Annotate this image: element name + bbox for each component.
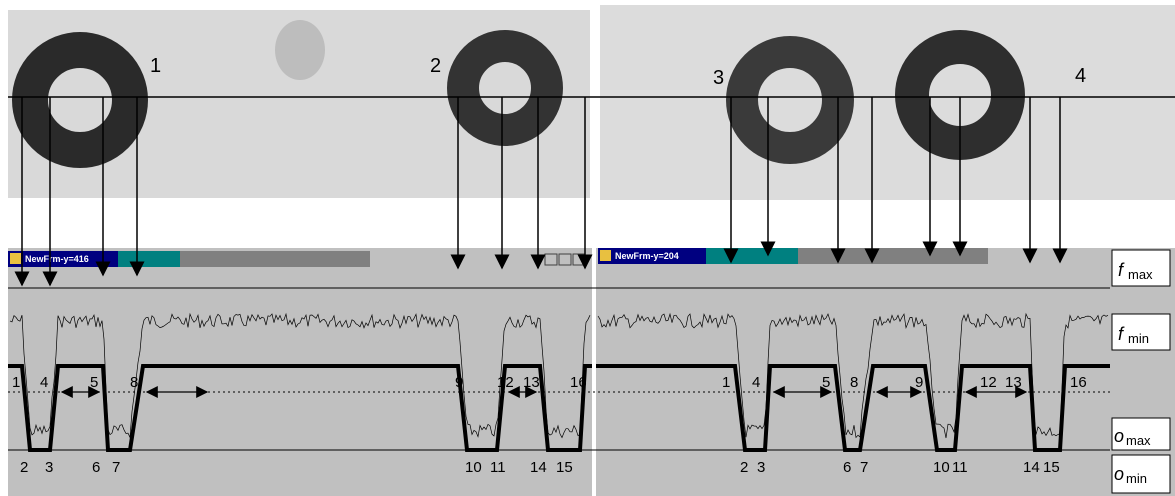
level-sub: min <box>1126 471 1147 486</box>
window-icon <box>10 253 21 264</box>
point-label: 1 <box>722 374 730 391</box>
window-button[interactable] <box>544 253 558 266</box>
window-icon <box>600 250 611 261</box>
level-symbol: f <box>1118 260 1125 280</box>
level-box <box>1111 249 1171 287</box>
point-label: 1 <box>12 374 20 391</box>
title-bar <box>118 251 180 267</box>
point-label: 3 <box>45 459 53 476</box>
level-sub: max <box>1128 267 1153 282</box>
ring <box>447 30 563 146</box>
ring-label: 3 <box>713 67 724 89</box>
title-bar <box>598 248 706 264</box>
level-box <box>1111 454 1171 494</box>
level-box <box>1111 313 1171 351</box>
window-title: NewFrm-y=416 <box>25 254 89 264</box>
point-label: 11 <box>490 459 506 476</box>
point-label: 5 <box>90 374 98 391</box>
point-label: 5 <box>822 374 830 391</box>
point-label: 2 <box>20 459 28 476</box>
point-label: 16 <box>1070 374 1087 391</box>
point-label: 4 <box>40 374 48 391</box>
point-label: 8 <box>850 374 858 391</box>
point-label: 3 <box>757 459 765 476</box>
debris <box>275 20 325 80</box>
window-button[interactable] <box>572 253 586 266</box>
ring-label: 2 <box>430 55 441 77</box>
point-label: 12 <box>497 374 514 391</box>
window-button[interactable] <box>558 253 572 266</box>
ring <box>12 32 148 168</box>
title-bar <box>8 251 118 267</box>
point-label: 16 <box>570 374 587 391</box>
point-label: 6 <box>92 459 100 476</box>
point-label: 10 <box>933 459 950 476</box>
panel-right <box>596 248 1175 496</box>
point-label: 7 <box>112 459 120 476</box>
point-label: 7 <box>860 459 868 476</box>
level-sub: min <box>1128 331 1149 346</box>
level-symbol: o <box>1114 426 1124 446</box>
threshold-profile <box>596 364 1110 452</box>
point-label: 14 <box>1023 459 1040 476</box>
ring-label: 4 <box>1075 65 1086 87</box>
photo-right <box>600 5 1175 200</box>
point-label: 8 <box>130 374 138 391</box>
point-label: 12 <box>980 374 997 391</box>
title-bar <box>180 251 370 267</box>
point-label: 15 <box>556 459 573 476</box>
dynamic-layer: 1 4 5 8 9 12 13 162 3 6 7 10 11 14 151 4 5 8 9 12 13 162 3 6 7 10… <box>8 97 1110 476</box>
title-bar <box>798 248 988 264</box>
point-label: 13 <box>523 374 540 391</box>
point-label: 2 <box>740 459 748 476</box>
point-label: 10 <box>465 459 482 476</box>
point-label: 4 <box>752 374 760 391</box>
point-label: 9 <box>455 374 463 391</box>
point-label: 6 <box>843 459 851 476</box>
level-symbol: f <box>1118 324 1125 344</box>
point-label: 13 <box>1005 374 1022 391</box>
ring-label: 1 <box>150 55 161 77</box>
point-label: 14 <box>530 459 547 476</box>
point-label: 9 <box>915 374 923 391</box>
window-title: NewFrm-y=204 <box>615 251 679 261</box>
threshold-profile <box>8 364 592 452</box>
level-box <box>1111 417 1171 451</box>
level-sub: max <box>1126 433 1151 448</box>
point-label: 15 <box>1043 459 1060 476</box>
signal-trace <box>597 312 1109 439</box>
title-bar <box>706 248 798 264</box>
level-symbol: o <box>1114 464 1124 484</box>
point-label: 11 <box>952 459 968 476</box>
